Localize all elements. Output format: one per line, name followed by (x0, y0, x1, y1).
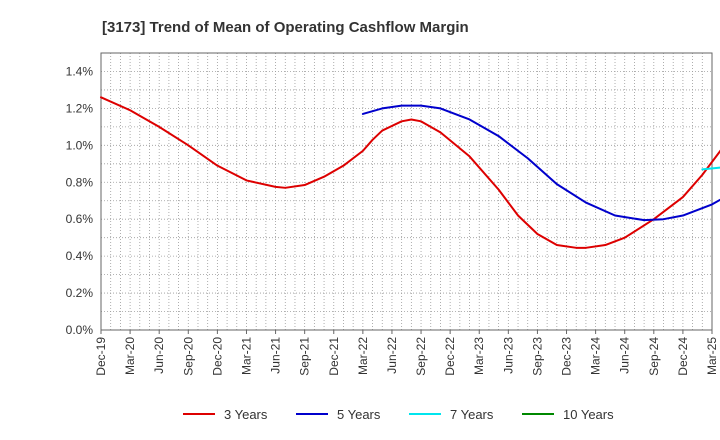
x-tick-label: Dec-21 (327, 337, 341, 376)
legend-label: 3 Years (224, 407, 268, 422)
x-tick-label: Sep-20 (181, 337, 195, 376)
x-tick-label: Dec-23 (560, 337, 574, 376)
legend-label: 7 Years (450, 407, 494, 422)
y-tick-label: 1.4% (66, 64, 94, 78)
x-tick-label: Dec-20 (210, 337, 224, 376)
x-tick-label: Dec-24 (676, 337, 690, 376)
x-tick-label: Jun-22 (385, 337, 399, 374)
x-tick-label: Jun-24 (618, 337, 632, 374)
x-tick-label: Mar-23 (472, 337, 486, 375)
y-tick-label: 0.8% (66, 175, 94, 189)
x-tick-label: Dec-22 (443, 337, 457, 376)
x-tick-label: Jun-23 (501, 337, 515, 374)
x-axis-ticks: Dec-19 Mar-20 Jun-20 Sep-20 Dec-20 Mar-21 Jun-… (94, 330, 719, 376)
x-tick-label: Jun-21 (269, 337, 283, 374)
y-tick-label: 0.4% (66, 249, 94, 263)
y-axis-ticks: 0.0% 0.2% 0.4% 0.6% 0.8% 1.0% 1.2% 1.4% (66, 64, 94, 337)
x-tick-label: Mar-24 (589, 337, 603, 375)
x-tick-label: Sep-24 (647, 337, 661, 376)
y-tick-label: 0.2% (66, 286, 94, 300)
grid-layer (101, 53, 712, 330)
x-tick-label: Mar-20 (123, 337, 137, 375)
x-tick-label: Jun-20 (152, 337, 166, 374)
x-tick-label: Sep-21 (298, 337, 312, 376)
y-tick-label: 1.0% (66, 138, 94, 152)
x-tick-label: Sep-22 (414, 337, 428, 376)
series-line-3-years (100, 96, 720, 249)
series-layer (100, 96, 720, 249)
y-tick-label: 1.2% (66, 101, 94, 115)
y-tick-label: 0.6% (66, 212, 94, 226)
y-tick-label: 0.0% (66, 323, 94, 337)
x-tick-label: Mar-25 (705, 337, 719, 375)
x-tick-label: Dec-19 (94, 337, 108, 376)
series-line-5-years (361, 104, 720, 222)
x-tick-label: Sep-23 (530, 337, 544, 376)
x-tick-label: Mar-22 (356, 337, 370, 375)
x-tick-label: Mar-21 (239, 337, 253, 375)
plot-frame (100, 52, 713, 331)
legend: 3 Years 5 Years 7 Years 10 Years (183, 407, 614, 422)
chart-title: [3173] Trend of Mean of Operating Cashfl… (102, 19, 469, 36)
legend-label: 10 Years (563, 407, 614, 422)
legend-label: 5 Years (337, 407, 381, 422)
